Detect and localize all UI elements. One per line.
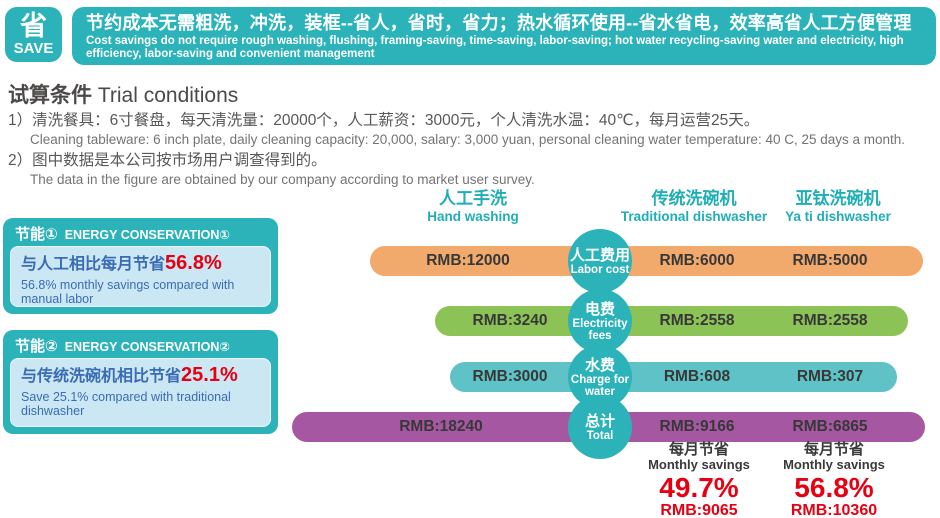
value-water-yati: RMB:307 bbox=[796, 368, 864, 385]
bar-labor-cost bbox=[370, 246, 923, 276]
energy-box-1-claim-en: 56.8% monthly savings compared with manu… bbox=[21, 278, 235, 306]
energy-box-1-title-en: ENERGY CONSERVATION① bbox=[64, 228, 230, 242]
column-header-traditional-dishwasher: 传统洗碗机 Traditional dishwasher bbox=[620, 189, 768, 224]
bar-electricity-fees bbox=[435, 306, 908, 336]
save-badge: 省 SAVE bbox=[5, 7, 62, 62]
energy-box-2-panel: 与传统洗碗机相比节省25.1% Save 25.1% compared with… bbox=[10, 358, 271, 427]
value-water-traditional: RMB:608 bbox=[663, 368, 731, 385]
value-total-yati: RMB:6865 bbox=[792, 418, 868, 435]
savings-percent-yati: 56.8% bbox=[794, 472, 874, 503]
value-labor-traditional: RMB:6000 bbox=[659, 252, 735, 269]
energy-box-2-percent: 25.1% bbox=[181, 364, 238, 386]
save-badge-zh: 省 bbox=[20, 11, 47, 41]
row-badge-total: 总计 Total bbox=[568, 395, 632, 459]
value-labor-yati: RMB:5000 bbox=[792, 252, 868, 269]
row-badge-labor-cost: 人工费用 Labor cost bbox=[568, 229, 632, 293]
row-badge-electricity-fees: 电费 Electricity fees bbox=[568, 289, 632, 353]
save-badge-en: SAVE bbox=[13, 40, 54, 57]
row-badge-water-charge: 水费 Charge for water bbox=[568, 345, 632, 409]
energy-box-2-claim-en: Save 25.1% compared with traditional dis… bbox=[21, 390, 231, 418]
header-banner: 节约成本无需粗洗，冲洗，装框--省人，省时，省力；热水循环使用--省水省电，效率… bbox=[72, 7, 936, 65]
value-water-hand-washing: RMB:3000 bbox=[472, 368, 548, 385]
energy-box-2-claim: 与传统洗碗机相比节省25.1% bbox=[21, 364, 238, 386]
trial-title-en: Trial conditions bbox=[97, 84, 239, 107]
value-electricity-hand-washing: RMB:3240 bbox=[472, 312, 548, 329]
energy-box-1-title-zh: 节能① bbox=[15, 226, 58, 243]
energy-conservation-box-2: 节能② ENERGY CONSERVATION② 与传统洗碗机相比节省25.1%… bbox=[3, 330, 278, 434]
value-total-traditional: RMB:9166 bbox=[659, 418, 735, 435]
value-electricity-yati: RMB:2558 bbox=[792, 312, 868, 329]
savings-amount-traditional: RMB:9065 bbox=[660, 502, 738, 518]
trial-conditions-section: 试算条件 Trial conditions 1）清洗餐具：6寸餐盘，每天清洗量：… bbox=[8, 84, 934, 188]
value-total-hand-washing: RMB:18240 bbox=[399, 418, 483, 435]
monthly-savings-yati: 每月节省 Monthly savings 56.8% RMB:10360 bbox=[734, 442, 934, 518]
banner-title-zh: 节约成本无需粗洗，冲洗，装框--省人，省时，省力；热水循环使用--省水省电，效率… bbox=[86, 13, 912, 33]
energy-box-1-claim: 与人工相比每月节省56.8% bbox=[21, 252, 222, 274]
savings-amount-yati: RMB:10360 bbox=[790, 502, 878, 518]
trial-item-1-en: Cleaning tableware: 6 inch plate, daily … bbox=[30, 132, 906, 147]
trial-item-2-en: The data in the figure are obtained by o… bbox=[30, 172, 535, 187]
energy-box-2-title-zh: 节能② bbox=[15, 338, 58, 355]
value-labor-hand-washing: RMB:12000 bbox=[426, 252, 510, 269]
energy-conservation-box-1: 节能① ENERGY CONSERVATION① 与人工相比每月节省56.8% … bbox=[3, 218, 278, 314]
savings-percent-traditional: 49.7% bbox=[659, 472, 739, 503]
bar-water-charge bbox=[450, 362, 897, 392]
trial-conditions-title: 试算条件 Trial conditions bbox=[8, 84, 934, 108]
trial-title-zh: 试算条件 bbox=[8, 84, 92, 107]
banner-title-en: Cost savings do not require rough washin… bbox=[86, 35, 904, 60]
energy-box-2-header: 节能② ENERGY CONSERVATION② bbox=[3, 330, 278, 356]
value-electricity-traditional: RMB:2558 bbox=[659, 312, 735, 329]
column-header-hand-washing: 人工手洗 Hand washing bbox=[427, 189, 519, 224]
column-header-yati-dishwasher: 亚钛洗碗机 Ya ti dishwasher bbox=[785, 189, 891, 224]
energy-box-1-panel: 与人工相比每月节省56.8% 56.8% monthly savings com… bbox=[10, 246, 271, 307]
energy-box-1-header: 节能① ENERGY CONSERVATION① bbox=[3, 218, 278, 244]
trial-item-1-zh: 1）清洗餐具：6寸餐盘，每天清洗量：20000个，人工薪资：3000元，个人清洗… bbox=[8, 112, 760, 129]
trial-item-2-zh: 2）图中数据是本公司按市场用户调查得到的。 bbox=[8, 152, 327, 169]
monthly-savings-traditional: 每月节省 Monthly savings 49.7% RMB:9065 bbox=[599, 442, 799, 518]
energy-box-1-percent: 56.8% bbox=[165, 252, 222, 274]
energy-box-2-title-en: ENERGY CONSERVATION② bbox=[64, 340, 230, 354]
